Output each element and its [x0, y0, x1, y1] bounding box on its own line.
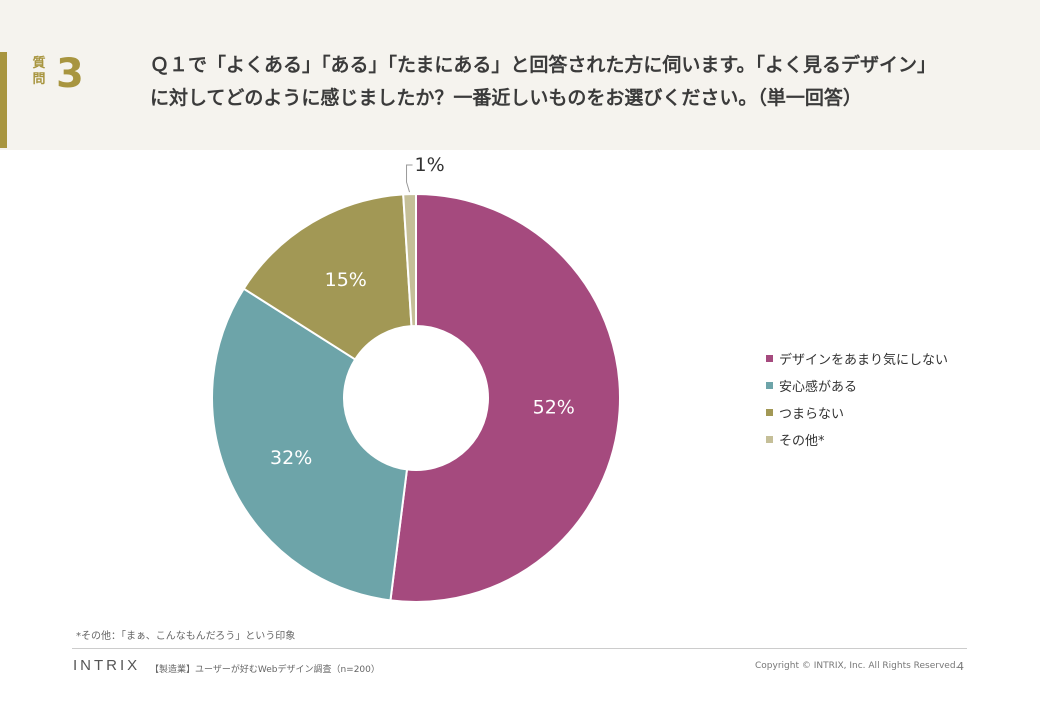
legend-item-4: その他* [766, 426, 948, 453]
company-logo: INTRIX [73, 657, 141, 674]
legend-label-4: その他* [779, 434, 825, 449]
chart-slices [211, 192, 622, 603]
legend-item-2: 安心感がある [766, 372, 948, 399]
legend-swatch-4 [766, 436, 773, 443]
slice-label-1: 52% [533, 397, 575, 419]
donut-slice-3 [242, 193, 413, 361]
donut-slice-2 [211, 287, 409, 602]
donut-slice-4 [402, 192, 417, 328]
donut-slice-1 [389, 192, 622, 603]
legend-swatch-1 [766, 355, 773, 362]
slice-label-3: 15% [325, 269, 367, 291]
question-text-line-1: Ｑ１で「よくある」「ある」「たまにある」と回答された方に伺います。「よく見るデザ… [150, 54, 937, 76]
question-text: Ｑ１で「よくある」「ある」「たまにある」と回答された方に伺います。「よく見るデザ… [150, 49, 1030, 115]
legend-label-3: つまらない [779, 407, 845, 422]
footer-divider [72, 648, 967, 649]
chart-labels: 52% 32% 15% 1% [270, 154, 575, 469]
legend-item-3: つまらない [766, 399, 948, 426]
legend-item-1: デザインをあまり気にしない [766, 345, 948, 372]
legend-label-2: 安心感がある [779, 380, 858, 395]
header-accent-bar [0, 52, 7, 148]
question-header: 質問 3 Ｑ１で「よくある」「ある」「たまにある」と回答された方に伺います。「よ… [0, 0, 1040, 150]
footnote: *その他：「まぁ、こんなもんだろう」という印象 [76, 631, 296, 642]
legend-label-1: デザインをあまり気にしない [779, 353, 949, 368]
survey-title: 【製造業】ユーザーが好むWebデザイン調査（n=200） [150, 665, 380, 675]
slice-label-4: 1% [415, 154, 445, 176]
chart-legend: デザインをあまり気にしない 安心感がある つまらないその他* [766, 345, 948, 453]
page-number: 4 [957, 660, 964, 673]
slice-leader-line-4 [406, 164, 413, 193]
copyright: Copyright © INTRIX, Inc. All Rights Rese… [755, 661, 959, 671]
question-text-line-2: に対してどのように感じましたか？一番近しいものをお選びください。（単一回答） [150, 87, 862, 109]
question-label: 質問 [32, 56, 46, 87]
legend-swatch-3 [766, 409, 773, 416]
question-number: 3 [56, 51, 84, 97]
slice-label-2: 32% [270, 447, 312, 469]
legend-swatch-2 [766, 382, 773, 389]
